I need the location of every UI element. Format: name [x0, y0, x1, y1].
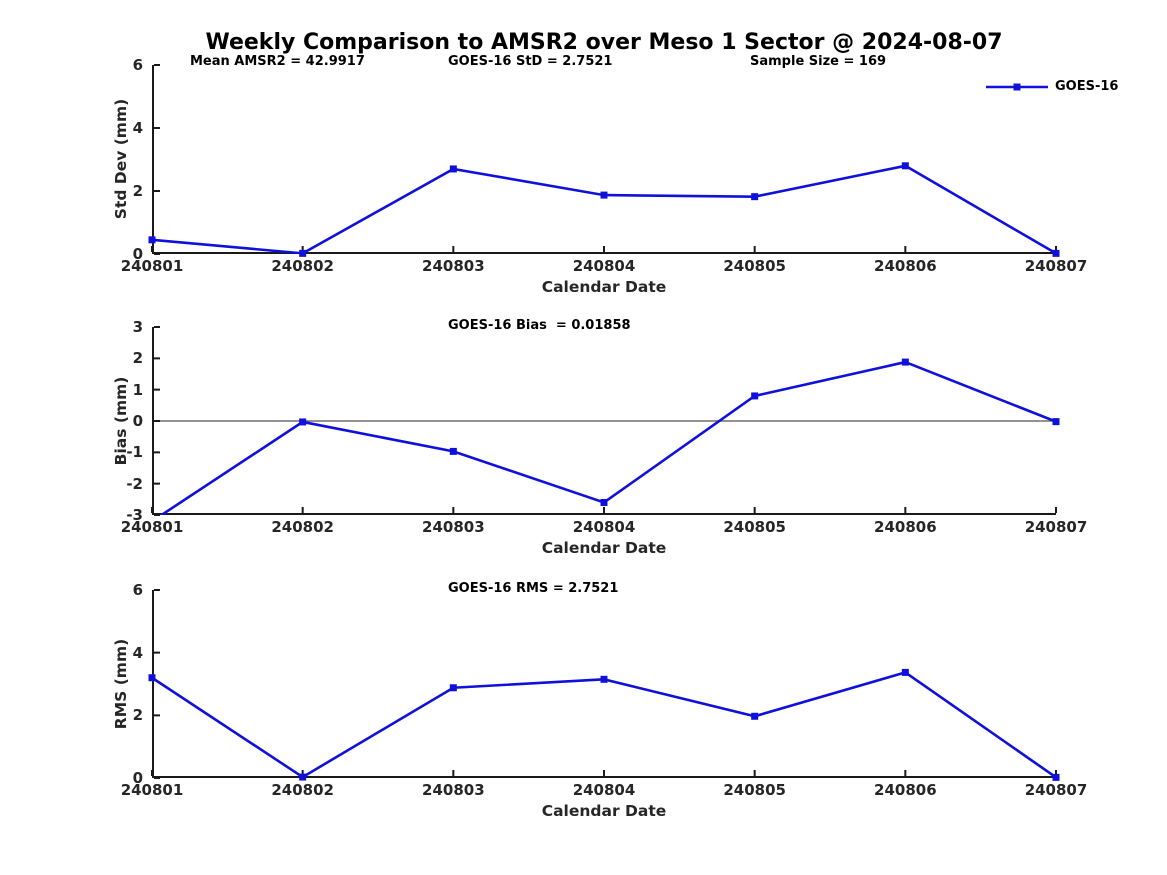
x-tick-label: 240807 [1024, 781, 1088, 799]
legend-goes16: GOES-16 [985, 79, 1118, 94]
x-tick-label: 240806 [874, 257, 937, 275]
y-tick-label: -2 [126, 474, 143, 493]
data-point-marker [600, 191, 608, 199]
y-tick-label: 2 [132, 706, 143, 725]
x-tick-label: 240803 [422, 257, 485, 275]
data-point-marker [148, 236, 156, 244]
x-tick-label: 240803 [422, 781, 485, 799]
annotation-goes16-bias: GOES-16 Bias = 0.01858 [448, 318, 631, 333]
data-point-marker [299, 249, 307, 257]
data-point-marker [751, 193, 759, 201]
data-point-marker [1052, 418, 1060, 426]
y-tick-label: 2 [132, 182, 143, 200]
data-line-GOES-16 [151, 670, 1057, 778]
annotation-goes16-rms: GOES-16 RMS = 2.7521 [448, 581, 619, 596]
y-tick-label: 0 [132, 769, 143, 787]
figure-title: Weekly Comparison to AMSR2 over Meso 1 S… [205, 30, 1003, 55]
data-point-marker [600, 498, 608, 506]
axis-lines [151, 326, 1057, 516]
plot-canvas-std-dev [148, 64, 1060, 257]
annotation-sample-size: Sample Size = 169 [750, 54, 887, 69]
legend-line-marker-icon [986, 83, 1048, 90]
y-tick-label: 6 [132, 56, 143, 74]
x-tick-label: 240802 [271, 781, 334, 799]
x-tick-label: 240807 [1024, 518, 1088, 536]
x-tick-label: 240806 [874, 518, 937, 536]
y-tick-label: -3 [126, 506, 143, 524]
x-axis-label-calendar-date: Calendar Date [541, 278, 667, 296]
y-tick-label: -1 [126, 443, 143, 462]
data-point-marker [299, 418, 307, 426]
x-tick-label: 240806 [874, 781, 937, 799]
data-point-marker [901, 162, 909, 170]
x-tick-label: 240804 [572, 781, 636, 799]
x-tick-label: 240801 [120, 257, 184, 275]
data-point-marker [1052, 773, 1060, 781]
data-point-marker [1052, 249, 1060, 257]
y-axis-label-rms: RMS (mm) [112, 638, 130, 730]
data-line-GOES-16 [159, 360, 1057, 515]
x-tick-label: 240802 [271, 257, 334, 275]
data-point-marker [751, 712, 759, 720]
data-point-marker [449, 447, 457, 455]
x-tick-label: 240801 [120, 781, 184, 799]
data-line-GOES-16 [151, 164, 1057, 254]
x-tick-label: 240805 [723, 781, 786, 799]
y-tick-label: 0 [132, 245, 143, 263]
data-point-marker [449, 684, 457, 692]
data-point-marker [600, 675, 608, 683]
x-axis-label-calendar-date: Calendar Date [541, 539, 667, 557]
y-tick-label: 3 [132, 318, 143, 336]
data-point-marker [751, 392, 759, 400]
y-tick-label: 4 [132, 643, 143, 662]
y-axis-label-std-dev: Std Dev (mm) [112, 98, 130, 220]
plot-canvas-bias [151, 326, 1060, 516]
x-tick-label: 240805 [723, 518, 786, 536]
y-tick-label: 1 [132, 380, 143, 399]
annotation-mean-amsr2: Mean AMSR2 = 42.9917 [190, 54, 365, 69]
x-axis-label-calendar-date: Calendar Date [541, 802, 667, 820]
data-point-marker [901, 358, 909, 366]
data-point-marker [148, 674, 156, 682]
x-tick-label: 240804 [572, 257, 636, 275]
x-tick-label: 240804 [572, 518, 636, 536]
plot-canvas-rms [148, 589, 1060, 781]
annotation-goes16-std: GOES-16 StD = 2.7521 [448, 54, 613, 69]
x-tick-label: 240807 [1024, 257, 1088, 275]
y-tick-label: 2 [132, 349, 143, 368]
x-tick-label: 240805 [723, 257, 786, 275]
x-tick-label: 240801 [120, 518, 184, 536]
y-tick-label: 6 [132, 581, 143, 599]
data-point-marker [449, 165, 457, 173]
x-tick-label: 240803 [422, 518, 485, 536]
y-tick-label: 4 [132, 119, 143, 137]
y-tick-label: 0 [132, 412, 143, 430]
x-tick-label: 240802 [271, 518, 334, 536]
axis-lines [151, 589, 1057, 779]
legend-label: GOES-16 [1055, 79, 1119, 94]
axis-lines [151, 64, 1057, 255]
data-point-marker [299, 773, 307, 781]
data-point-marker [901, 668, 909, 676]
